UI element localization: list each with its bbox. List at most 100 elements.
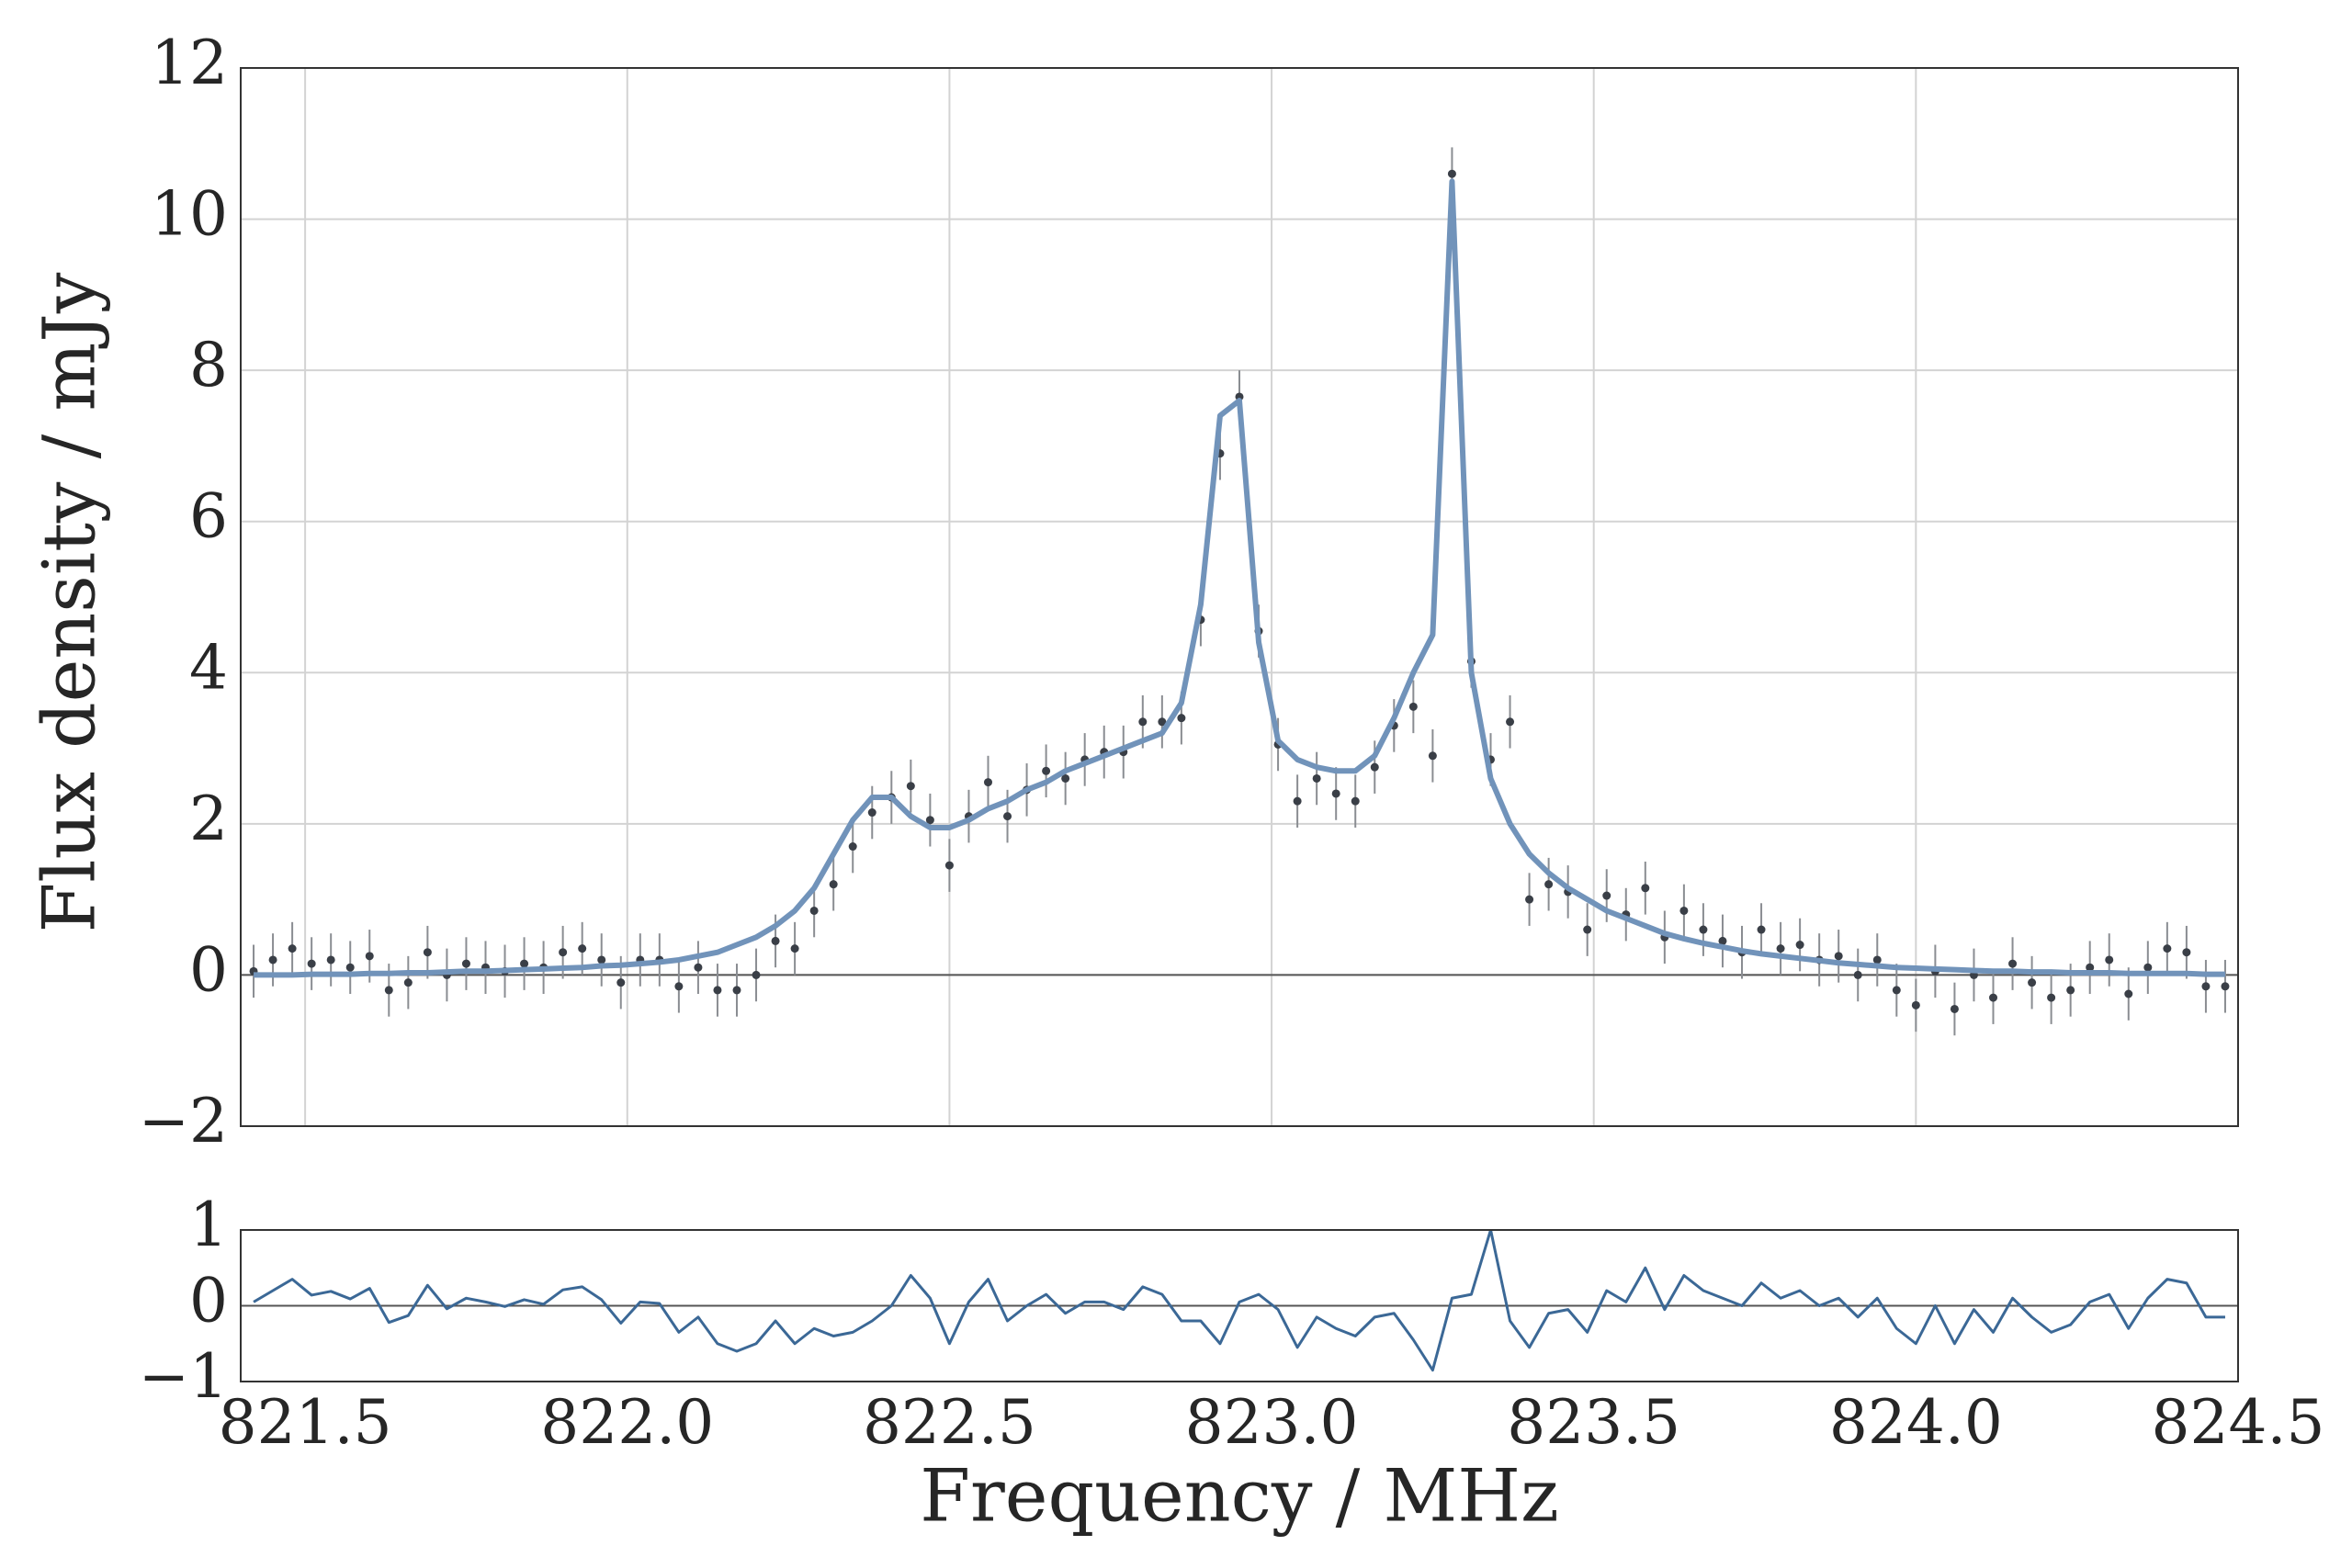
data-point bbox=[345, 963, 355, 972]
data-point bbox=[2124, 989, 2133, 998]
data-point bbox=[867, 808, 876, 818]
data-point bbox=[1602, 891, 1611, 900]
data-point bbox=[1950, 1004, 1959, 1013]
data-point bbox=[384, 986, 393, 995]
x-axis-label: Frequency / MHz bbox=[920, 1454, 1559, 1539]
data-point bbox=[597, 955, 606, 964]
data-point bbox=[268, 955, 277, 964]
plot-frame bbox=[240, 1229, 2239, 1382]
data-point bbox=[461, 959, 470, 968]
y-tick-label: −1 bbox=[139, 1341, 228, 1412]
data-point bbox=[2163, 944, 2172, 953]
data-point bbox=[1853, 970, 1862, 979]
data-point bbox=[520, 959, 529, 968]
data-point bbox=[809, 906, 819, 915]
data-point bbox=[713, 986, 722, 995]
data-point bbox=[365, 952, 374, 961]
plot-frame bbox=[240, 67, 2239, 1127]
y-tick-label: 2 bbox=[189, 784, 228, 854]
data-point bbox=[1795, 941, 1804, 950]
x-tick-label: 821.5 bbox=[219, 1387, 392, 1458]
data-point bbox=[1718, 936, 1727, 945]
data-point bbox=[578, 944, 587, 953]
data-point bbox=[2182, 948, 2191, 957]
data-point bbox=[1138, 717, 1148, 727]
y-axis-label: Flux density / mJy bbox=[28, 272, 112, 932]
data-point bbox=[2201, 982, 2211, 991]
y-tick-label: 0 bbox=[189, 934, 228, 1005]
data-point bbox=[2066, 986, 2075, 995]
fit-line bbox=[254, 178, 2225, 978]
data-point bbox=[1061, 773, 1070, 783]
data-point bbox=[829, 880, 838, 889]
data-point bbox=[1911, 1000, 1920, 1010]
data-point bbox=[2221, 982, 2230, 991]
data-point bbox=[1679, 906, 1689, 915]
data-point bbox=[1351, 796, 1360, 806]
data-point bbox=[1293, 796, 1302, 806]
data-point bbox=[1834, 952, 1843, 961]
data-point bbox=[1583, 925, 1592, 934]
data-point bbox=[1042, 766, 1051, 775]
y-tick-label: 0 bbox=[189, 1266, 228, 1337]
data-point bbox=[1177, 714, 1186, 723]
data-point bbox=[559, 948, 568, 957]
x-tick-label: 824.5 bbox=[2152, 1387, 2325, 1458]
data-point bbox=[732, 986, 741, 995]
data-point bbox=[2047, 993, 2056, 1002]
data-point bbox=[2008, 959, 2018, 968]
x-tick-label: 823.5 bbox=[1507, 1387, 1680, 1458]
data-point bbox=[1776, 944, 1785, 953]
data-point bbox=[1757, 925, 1766, 934]
x-tick-label: 824.0 bbox=[1829, 1387, 2003, 1458]
data-point bbox=[925, 816, 934, 825]
data-point bbox=[2105, 955, 2114, 964]
data-point bbox=[1331, 789, 1340, 798]
data-point bbox=[288, 944, 297, 953]
data-point bbox=[1428, 751, 1437, 761]
data-point bbox=[1506, 717, 1515, 727]
data-point bbox=[403, 978, 413, 987]
data-point bbox=[752, 970, 761, 979]
data-point bbox=[790, 944, 799, 953]
data-point bbox=[771, 936, 780, 945]
x-tick-label: 822.5 bbox=[863, 1387, 1036, 1458]
data-point bbox=[1641, 884, 1650, 893]
data-point bbox=[906, 782, 915, 791]
data-point bbox=[1699, 925, 1708, 934]
y-tick-label: 6 bbox=[189, 481, 228, 552]
y-tick-label: 10 bbox=[151, 179, 228, 250]
x-tick-label: 823.0 bbox=[1185, 1387, 1359, 1458]
data-point bbox=[2086, 963, 2095, 972]
data-point bbox=[616, 978, 626, 987]
y-tick-label: 12 bbox=[151, 28, 228, 98]
data-point bbox=[983, 778, 992, 787]
data-point bbox=[944, 861, 954, 870]
data-point bbox=[1158, 717, 1167, 727]
y-tick-label: 8 bbox=[189, 330, 228, 400]
y-tick-label: 4 bbox=[189, 632, 228, 703]
data-point bbox=[1370, 762, 1379, 772]
data-point bbox=[326, 955, 335, 964]
data-point bbox=[1544, 880, 1554, 889]
x-tick-label: 822.0 bbox=[540, 1387, 714, 1458]
data-point bbox=[674, 982, 684, 991]
data-point bbox=[1408, 702, 1418, 711]
data-point bbox=[1312, 773, 1321, 783]
data-point bbox=[307, 959, 316, 968]
data-point bbox=[2028, 978, 2037, 987]
data-point bbox=[1892, 986, 1901, 995]
data-point bbox=[848, 842, 857, 852]
data-point bbox=[1447, 169, 1456, 178]
data-point bbox=[1003, 812, 1012, 821]
data-point bbox=[1872, 955, 1882, 964]
data-point bbox=[1525, 895, 1534, 904]
data-point bbox=[694, 963, 703, 972]
y-tick-label: −2 bbox=[139, 1086, 228, 1156]
data-point bbox=[423, 948, 432, 957]
data-point bbox=[2143, 963, 2153, 972]
data-point bbox=[1989, 993, 1998, 1002]
y-tick-label: 1 bbox=[189, 1190, 228, 1260]
